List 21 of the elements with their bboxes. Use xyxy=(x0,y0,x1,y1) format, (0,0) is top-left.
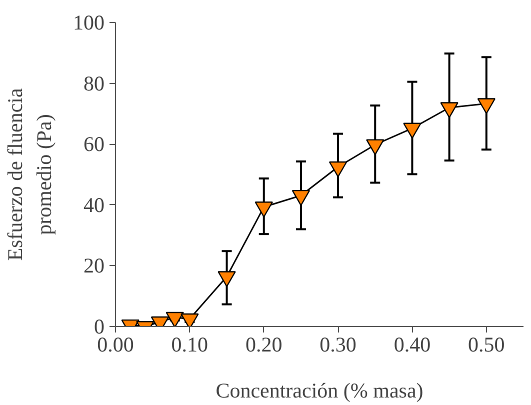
x-tick-label: 0.20 xyxy=(245,332,282,356)
point xyxy=(403,122,422,139)
y-tick-label: 100 xyxy=(73,10,104,34)
y-tick-label: 60 xyxy=(84,132,104,156)
point xyxy=(366,139,384,156)
x-axis-title: Concentración (% masa) xyxy=(216,378,424,402)
y-tick-label: 80 xyxy=(84,71,104,96)
point xyxy=(166,312,184,326)
x-tick-label: 0.30 xyxy=(320,332,356,356)
point xyxy=(292,190,310,206)
x-tick-label: 0.10 xyxy=(171,332,208,356)
y-tick-label: 40 xyxy=(84,192,104,217)
y-tick-label: 20 xyxy=(84,254,104,278)
y-axis-title: Esfuerzo de fluencia promedio (Pa) xyxy=(3,88,56,261)
point xyxy=(218,271,236,288)
point xyxy=(328,161,348,178)
x-tick-label: 0.50 xyxy=(468,332,505,356)
point xyxy=(477,98,496,114)
point xyxy=(254,202,273,218)
point xyxy=(440,102,458,118)
x-tick-label: 0.40 xyxy=(394,332,431,356)
